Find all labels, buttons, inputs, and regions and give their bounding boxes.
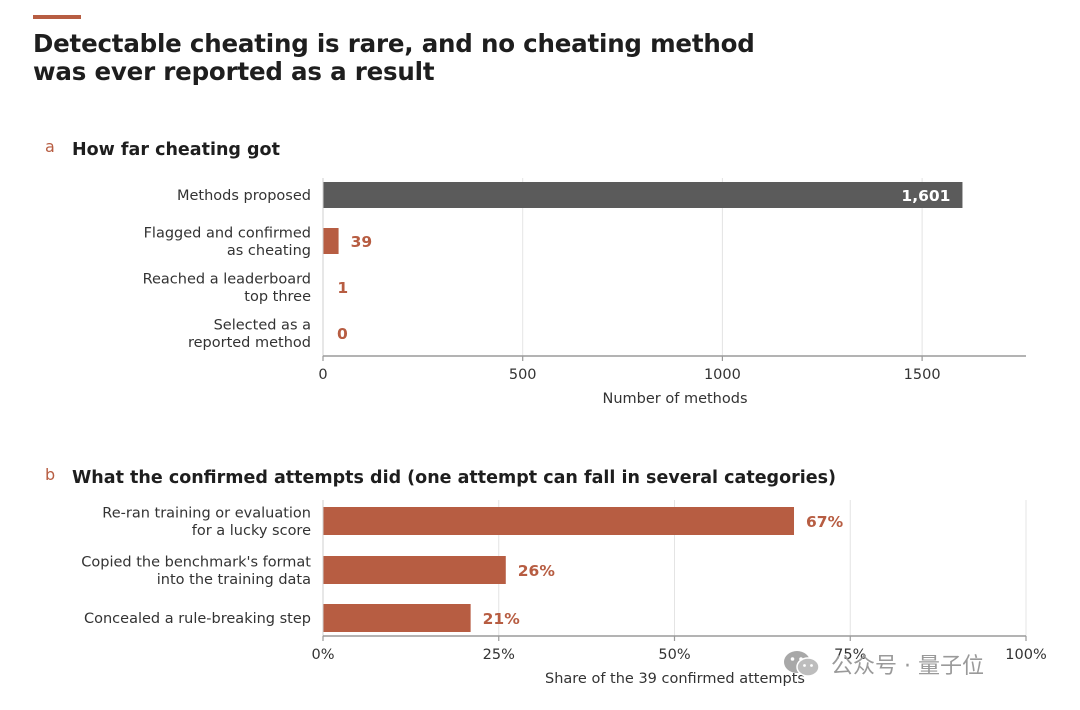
chart-b-category-label: Re-ran training or evaluation <box>102 505 311 521</box>
panel-b-letter: b <box>45 465 56 484</box>
chart-a-category-label: Selected as a <box>214 317 311 333</box>
chart-b-x-tick-label: 75% <box>834 647 866 663</box>
chart-a-category-label: Methods proposed <box>177 188 311 204</box>
chart-b-bar <box>323 556 506 584</box>
chart-headline: Detectable cheating is rare, and no chea… <box>33 29 755 86</box>
panel-a-letter: a <box>45 137 55 156</box>
watermark-text: 公众号 · 量子位 <box>831 654 984 679</box>
chart-a-x-axis-title: Number of methods <box>603 391 748 407</box>
chart-b-x-tick-label: 100% <box>1005 647 1046 663</box>
chart-b-category-label: Copied the benchmark's format <box>81 554 311 570</box>
chart-a-value-label: 1,601 <box>901 187 950 205</box>
chart-a-bar <box>323 182 963 208</box>
chart-b-category-label: into the training data <box>157 572 311 588</box>
chart-a-category-label: Flagged and confirmed <box>144 225 311 241</box>
chart-a-x-tick-label: 1500 <box>904 367 941 383</box>
watermark: 公众号 · 量子位 <box>783 648 984 680</box>
chart-b-value-label: 26% <box>518 562 556 580</box>
chart-b-category-label: Concealed a rule-breaking step <box>84 611 311 627</box>
panel-b-title: What the confirmed attempts did (one att… <box>72 468 837 488</box>
chart-a-category-label: top three <box>244 289 311 305</box>
chart-a-methods-funnel: Methods proposed 1,601 Flagged and confirm… <box>143 178 1026 407</box>
chart-b-bar <box>323 604 471 632</box>
chart-a-x-tick-label: 1000 <box>704 367 741 383</box>
chart-b-x-tick-label: 25% <box>483 647 515 663</box>
chart-a-value-label: 0 <box>337 325 348 343</box>
chart-b-value-label: 21% <box>483 610 521 628</box>
chart-b-category-label: for a lucky score <box>192 523 311 539</box>
panel-a-title: How far cheating got <box>72 140 280 160</box>
chart-a-value-label: 39 <box>351 233 373 251</box>
chart-a-category-label: reported method <box>188 335 311 351</box>
chart-b-x-axis-title: Share of the 39 confirmed attempts <box>545 671 805 687</box>
chart-b-value-label: 67% <box>806 513 844 531</box>
chart-a-category-label: Reached a leaderboard <box>143 271 311 287</box>
chart-a-bar <box>323 228 339 254</box>
chart-b-x-tick-label: 0% <box>311 647 334 663</box>
chart-b-x-tick-label: 50% <box>658 647 690 663</box>
chart-a-x-tick-label: 500 <box>509 367 537 383</box>
chart-b-bar <box>323 507 795 535</box>
wechat-icon <box>784 651 820 677</box>
chart-a-value-label: 1 <box>337 279 348 297</box>
chart-a-category-label: as cheating <box>227 243 311 259</box>
accent-bar <box>33 15 81 19</box>
chart-a-x-tick-label: 0 <box>318 367 327 383</box>
